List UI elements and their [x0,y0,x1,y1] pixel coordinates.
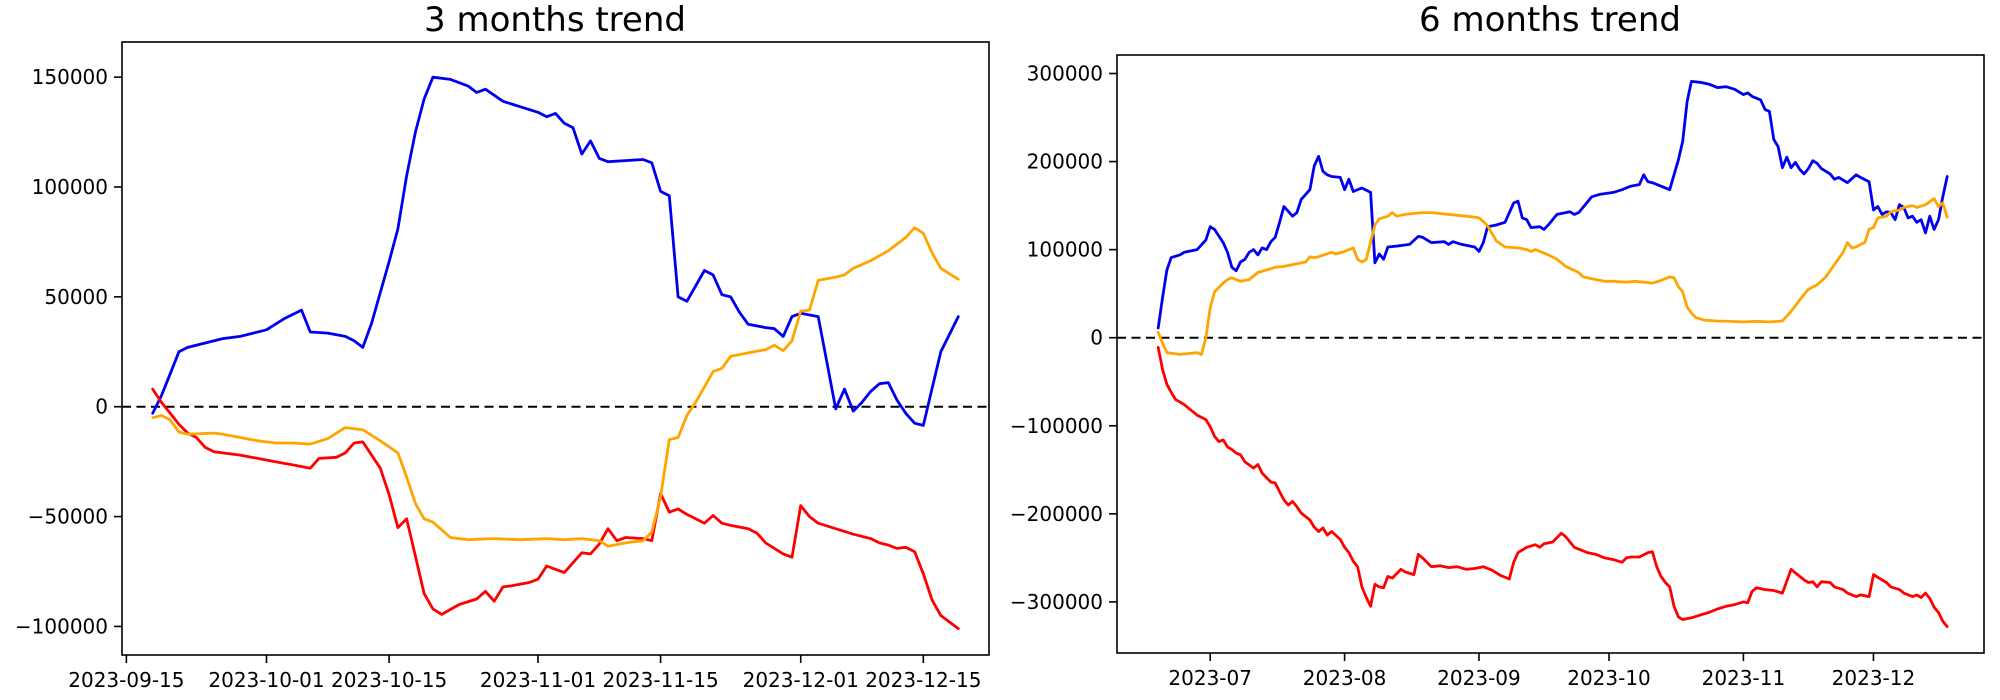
y-tick-label: 0 [95,395,108,419]
x-tick-label: 2023-12 [1832,666,1916,690]
x-tick-label: 2023-10-15 [331,668,447,692]
x-tick-label: 2023-11-01 [480,668,596,692]
x-tick-label: 2023-08 [1303,666,1387,690]
plot-border [1116,54,1985,654]
series-line-blue [1156,80,1949,330]
x-tick-label: 2023-07 [1168,666,1252,690]
plot-area-6-months: 300000 200000 100000 0 −100000 −200000 −300000… [1010,61,1984,690]
x-tick-label: 2023-11-15 [602,668,718,692]
y-tick-label: −100000 [15,614,108,638]
chart-3-months-trend: 3 months trend 150000 100000 50000 0 −50000 −… [15,0,990,692]
y-tick-label: 100000 [32,175,108,199]
y-tick-label: 100000 [1027,238,1103,262]
x-tick-label: 2023-10 [1567,666,1651,690]
x-tick-label: 2023-10-01 [208,668,324,692]
series-line-red [1156,345,1949,628]
y-tick-label: −200000 [1010,502,1103,526]
y-tick-label: 200000 [1027,150,1103,174]
plot-border [121,41,990,656]
x-tick-label: 2023-09-15 [68,668,184,692]
series-line-orange [1156,197,1949,356]
plot-area-3-months: 150000 100000 50000 0 −50000 −100000 2023-09-1… [15,65,989,692]
series-line-red [151,387,960,630]
y-tick-label: 150000 [32,65,108,89]
y-tick-label: 50000 [44,285,108,309]
y-tick-label: 0 [1090,326,1103,350]
series-line-blue [151,75,960,427]
chart-title: 6 months trend [1419,0,1681,40]
series-line-orange [151,226,960,548]
x-tick-label: 2023-12-01 [743,668,859,692]
y-tick-label: −300000 [1010,590,1103,614]
y-tick-label: 300000 [1027,61,1103,85]
y-tick-label: −50000 [28,505,108,529]
x-tick-label: 2023-09 [1437,666,1521,690]
x-tick-label: 2023-11 [1702,666,1786,690]
chart-6-months-trend: 6 months trend 300000 200000 100000 0 −10000… [1010,0,1985,690]
y-tick-label: −100000 [1010,414,1103,438]
x-tick-label: 2023-12-15 [865,668,981,692]
chart-title: 3 months trend [424,0,686,40]
